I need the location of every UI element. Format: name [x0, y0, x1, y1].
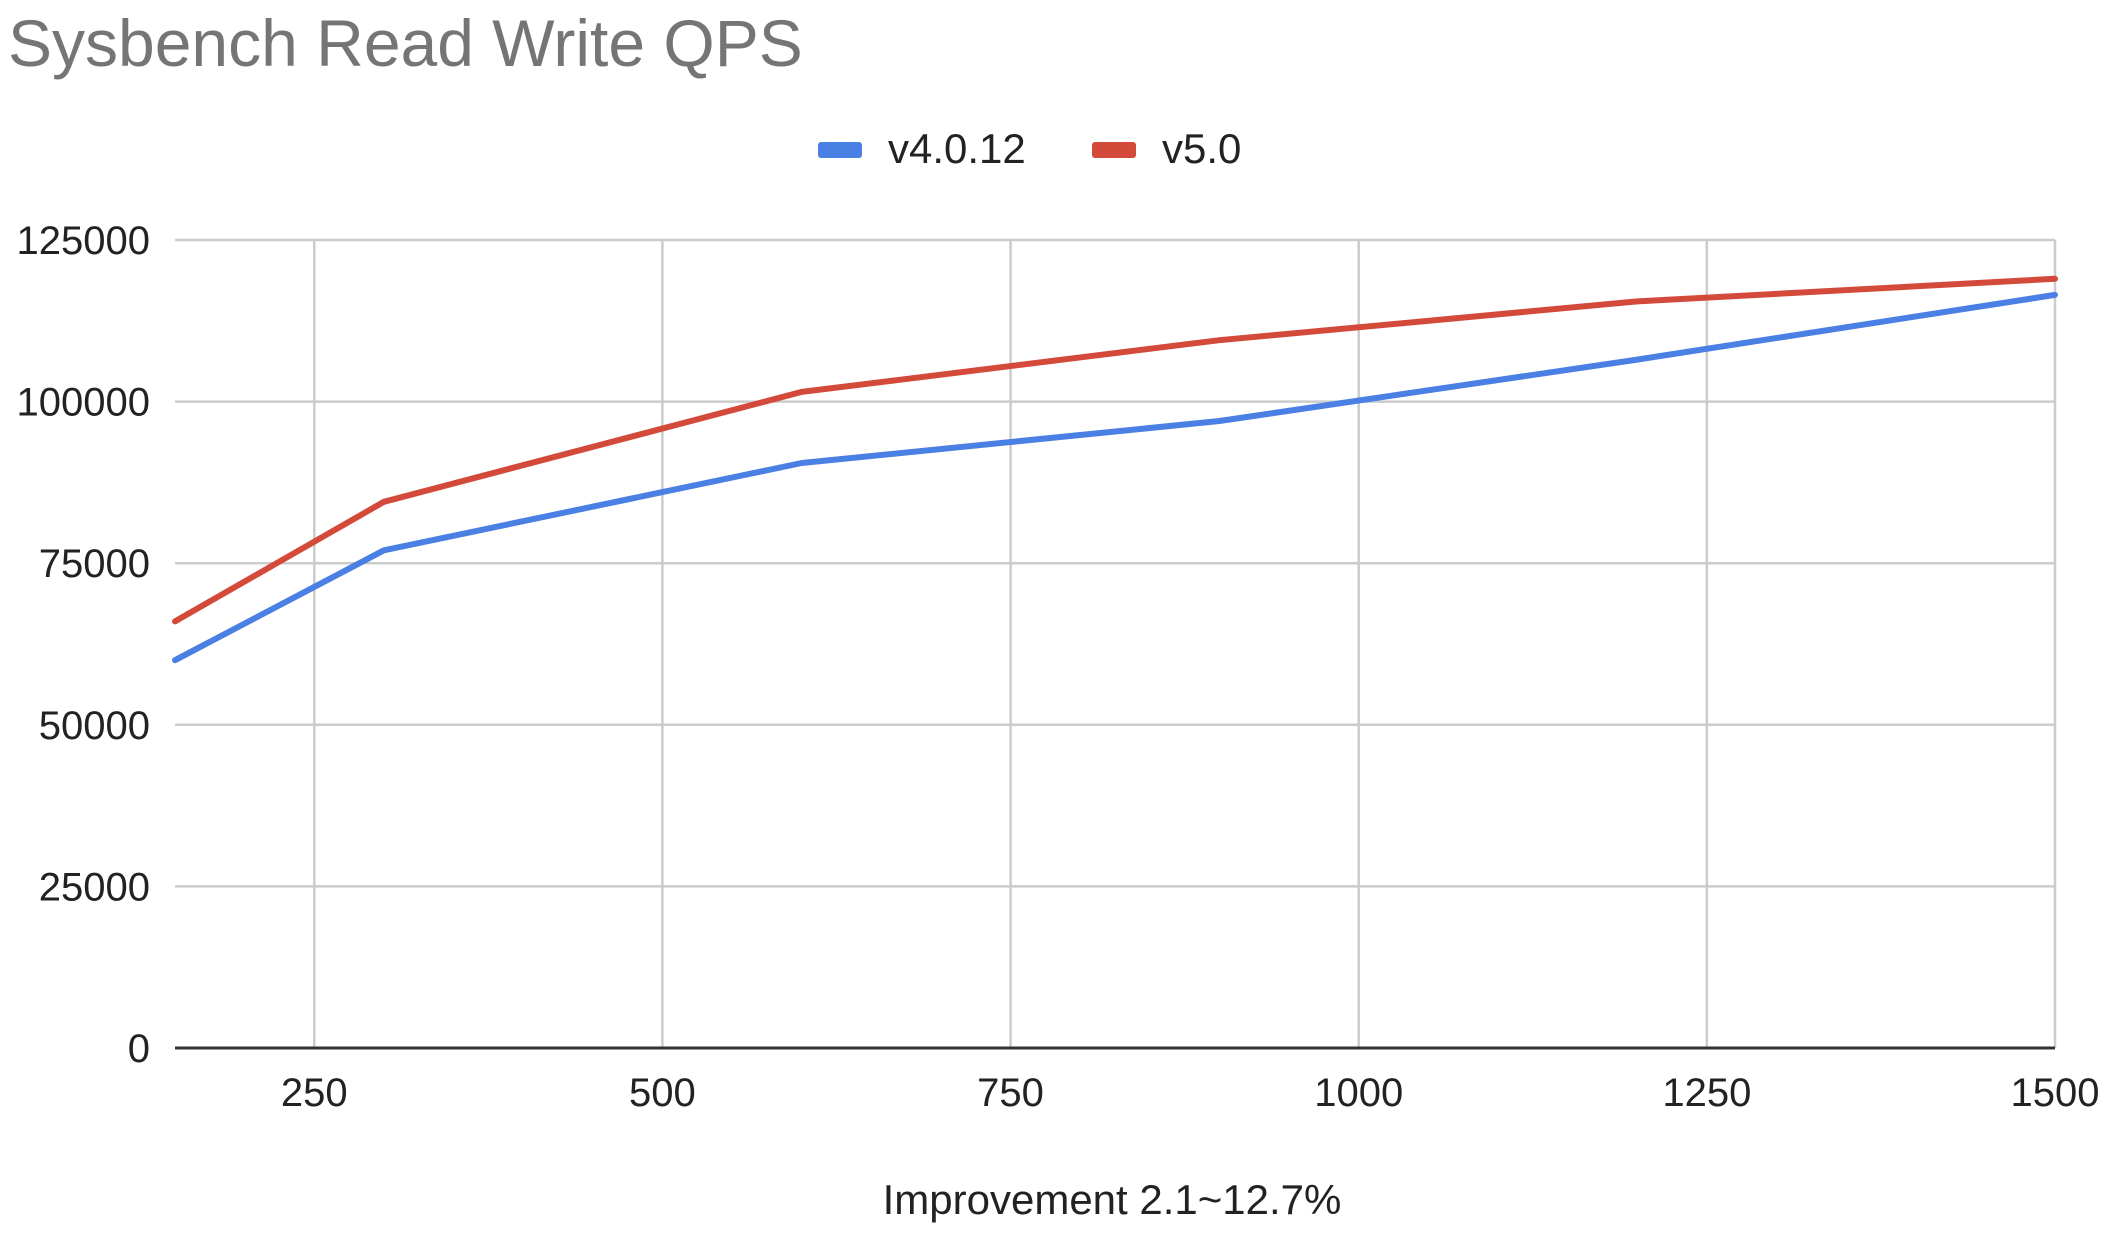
x-tick-labels: 250 500 750 1000 1250 1500	[281, 1071, 2100, 1115]
series-layer	[172, 275, 2058, 664]
y-tick-label: 125000	[17, 219, 150, 263]
y-tick-labels: 0 25000 50000 75000 100000 125000	[17, 219, 150, 1071]
x-tick-label: 1500	[2011, 1071, 2100, 1115]
y-tick-label: 0	[128, 1027, 150, 1071]
legend-swatch	[1092, 142, 1136, 158]
x-tick-label: 1000	[1314, 1071, 1403, 1115]
x-tick-label: 250	[281, 1071, 348, 1115]
y-tick-label: 25000	[39, 865, 150, 909]
series-line-v4.0.12	[172, 291, 2058, 664]
y-tick-label: 100000	[17, 381, 150, 425]
legend-label: v4.0.12	[888, 125, 1026, 172]
y-tick-label: 50000	[39, 704, 150, 748]
legend-swatch	[818, 142, 862, 158]
legend-label: v5.0	[1162, 125, 1241, 172]
x-tick-label: 500	[629, 1071, 696, 1115]
y-tick-label: 75000	[39, 542, 150, 586]
legend: v4.0.12 v5.0	[818, 125, 1241, 172]
x-tick-label: 750	[977, 1071, 1044, 1115]
series-line-v5.0	[172, 275, 2058, 625]
grid	[175, 238, 2057, 1048]
chart-title: Sysbench Read Write QPS	[8, 6, 803, 80]
x-tick-label: 1250	[1662, 1071, 1751, 1115]
x-axis-label: Improvement 2.1~12.7%	[883, 1176, 1342, 1223]
